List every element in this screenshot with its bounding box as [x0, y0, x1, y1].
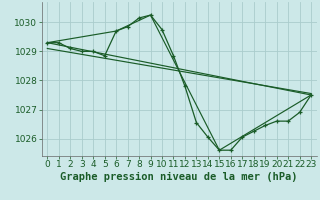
- X-axis label: Graphe pression niveau de la mer (hPa): Graphe pression niveau de la mer (hPa): [60, 172, 298, 182]
